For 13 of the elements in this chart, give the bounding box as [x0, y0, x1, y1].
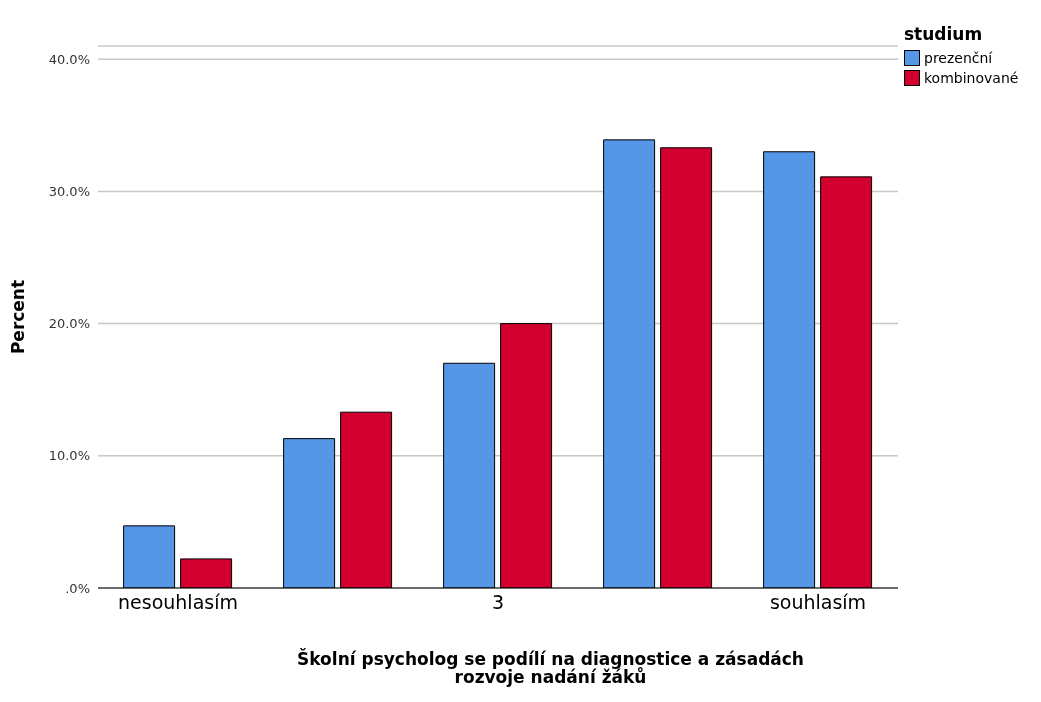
x-tick-label: 3	[491, 591, 505, 614]
x-tick-label: souhlasím	[769, 591, 867, 614]
y-tick-label: 30.0%	[48, 184, 90, 200]
legend-label: prezenční	[924, 50, 993, 66]
legend-title: studium	[904, 24, 984, 44]
x-axis-title: Školní psycholog se podílí na diagnostice a zásadách rozvoje nadání žáků	[296, 649, 805, 687]
y-axis-title: Percent	[8, 279, 29, 355]
legend-label: kombinované	[924, 70, 1019, 86]
y-tick-label: 40.0%	[48, 51, 90, 67]
y-tick-label: 20.0%	[48, 316, 90, 332]
x-tick-label: nesouhlasím	[118, 591, 238, 614]
y-tick-label: .0%	[65, 580, 90, 596]
y-tick-label: 10.0%	[48, 448, 90, 464]
